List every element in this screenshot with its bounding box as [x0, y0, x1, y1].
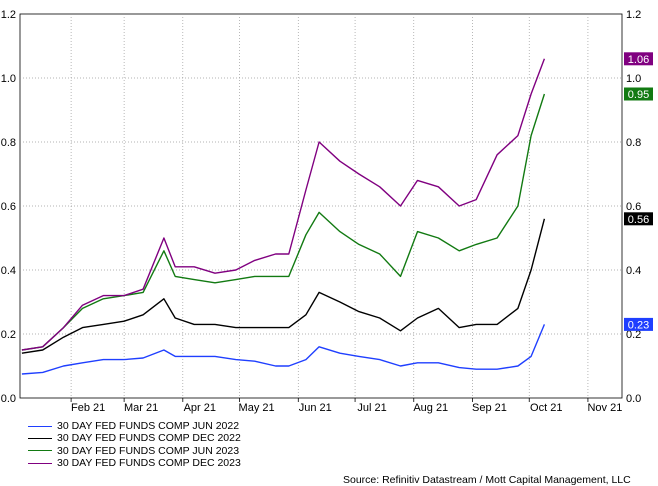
legend: 30 DAY FED FUNDS COMP JUN 2022 30 DAY FED… [28, 420, 241, 469]
x-tick-label: Jul 21 [357, 402, 386, 414]
y-tick-label: 0.6 [1, 201, 16, 213]
x-tick-label: Jun 21 [299, 402, 332, 414]
legend-label: 30 DAY FED FUNDS COMP JUN 2023 [57, 444, 240, 457]
x-tick-label: Apr 21 [184, 402, 216, 414]
y-tick-label: 0.8 [1, 137, 16, 149]
end-value-label: 0.56 [628, 214, 649, 226]
end-value-label: 0.95 [628, 89, 649, 101]
end-value-badge [624, 87, 653, 101]
legend-item: 30 DAY FED FUNDS COMP DEC 2022 [28, 432, 241, 444]
source-note: Source: Refinitiv Datastream / Mott Capi… [343, 474, 631, 486]
y-tick-label-right: 1.0 [626, 73, 641, 85]
x-axis: Feb 21 Mar 21 Apr 21 May 21 Jun 21 Jul 21 Aug … [70, 398, 622, 414]
end-value-badge [624, 52, 653, 66]
legend-swatch [28, 462, 52, 464]
series-lines [21, 58, 546, 375]
grid [19, 13, 623, 399]
legend-item: 30 DAY FED FUNDS COMP DEC 2023 [28, 457, 241, 469]
legend-item: 30 DAY FED FUNDS COMP JUN 2022 [28, 420, 241, 432]
y-tick-label: 1.2 [1, 9, 16, 21]
legend-item: 30 DAY FED FUNDS COMP JUN 2023 [28, 445, 241, 457]
end-value-labels: 0.23 0.56 0.95 1.06 [624, 52, 653, 331]
y-tick-label: 1.0 [1, 73, 16, 85]
legend-swatch [28, 437, 52, 439]
x-tick-label: Nov 21 [587, 402, 622, 414]
series-line [21, 218, 546, 354]
end-value-badge [624, 212, 653, 226]
end-value-label: 1.06 [628, 54, 649, 66]
end-value-badge [624, 317, 653, 331]
y-axis-right: 0.0 0.2 0.4 0.6 0.8 1.0 1.2 [626, 9, 641, 405]
y-tick-label-right: 0.8 [626, 137, 641, 149]
series-line [21, 93, 546, 351]
series-line [21, 58, 546, 351]
legend-swatch [28, 450, 52, 452]
x-tick-label: Mar 21 [124, 402, 158, 414]
y-tick-label-right: 0.2 [626, 329, 641, 341]
y-tick-label: 0.4 [1, 265, 16, 277]
x-tick-label: May 21 [239, 402, 275, 414]
x-tick-label: Oct 21 [530, 402, 562, 414]
legend-label: 30 DAY FED FUNDS COMP JUN 2022 [57, 420, 240, 433]
y-tick-label-right: 0.0 [626, 393, 641, 405]
end-value-label: 0.23 [628, 319, 649, 331]
x-tick-label: Sep 21 [472, 402, 507, 414]
y-tick-label-right: 1.2 [626, 9, 641, 21]
legend-swatch [28, 425, 52, 427]
x-tick-label: Feb 21 [71, 402, 105, 414]
y-tick-label: 0.0 [1, 393, 16, 405]
y-tick-label: 0.2 [1, 329, 16, 341]
series-line [21, 324, 546, 375]
y-tick-label-right: 0.4 [626, 265, 641, 277]
legend-label: 30 DAY FED FUNDS COMP DEC 2022 [57, 432, 241, 445]
y-axis-left: 0.0 0.2 0.4 0.6 0.8 1.0 1.2 [1, 9, 16, 405]
y-tick-label-right: 0.6 [626, 201, 641, 213]
x-tick-label: Aug 21 [413, 402, 448, 414]
legend-label: 30 DAY FED FUNDS COMP DEC 2023 [57, 457, 241, 470]
